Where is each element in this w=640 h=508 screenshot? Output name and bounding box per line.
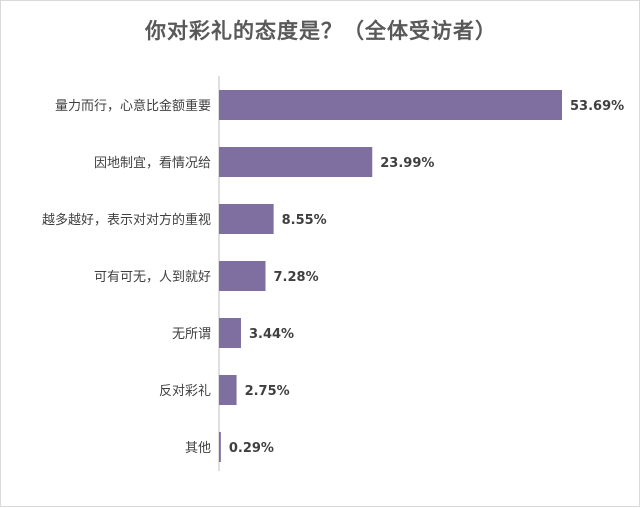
bar [219,318,241,348]
chart-title: 你对彩礼的态度是？（全体受访者） [145,19,497,43]
category-label: 其他 [185,441,211,456]
data-label: 8.55% [282,213,327,228]
category-label: 可有可无，人到就好 [94,270,211,285]
data-label: 3.44% [249,327,294,342]
bar [219,261,266,291]
bar [219,375,237,405]
category-label: 因地制宜，看情况给 [94,155,211,171]
category-label: 量力而行，心意比金额重要 [55,98,211,114]
data-label: 23.99% [380,156,434,171]
data-label: 53.69% [570,99,624,114]
data-label: 7.28% [274,270,319,285]
category-label: 反对彩礼 [159,383,211,399]
bar [219,147,373,177]
bar [219,432,221,462]
bar [219,204,274,234]
category-label: 越多越好，表示对对方的重视 [42,212,211,228]
category-label: 无所谓 [172,327,211,342]
data-label: 0.29% [229,441,274,456]
data-label: 2.75% [245,384,290,399]
bar [219,90,562,120]
